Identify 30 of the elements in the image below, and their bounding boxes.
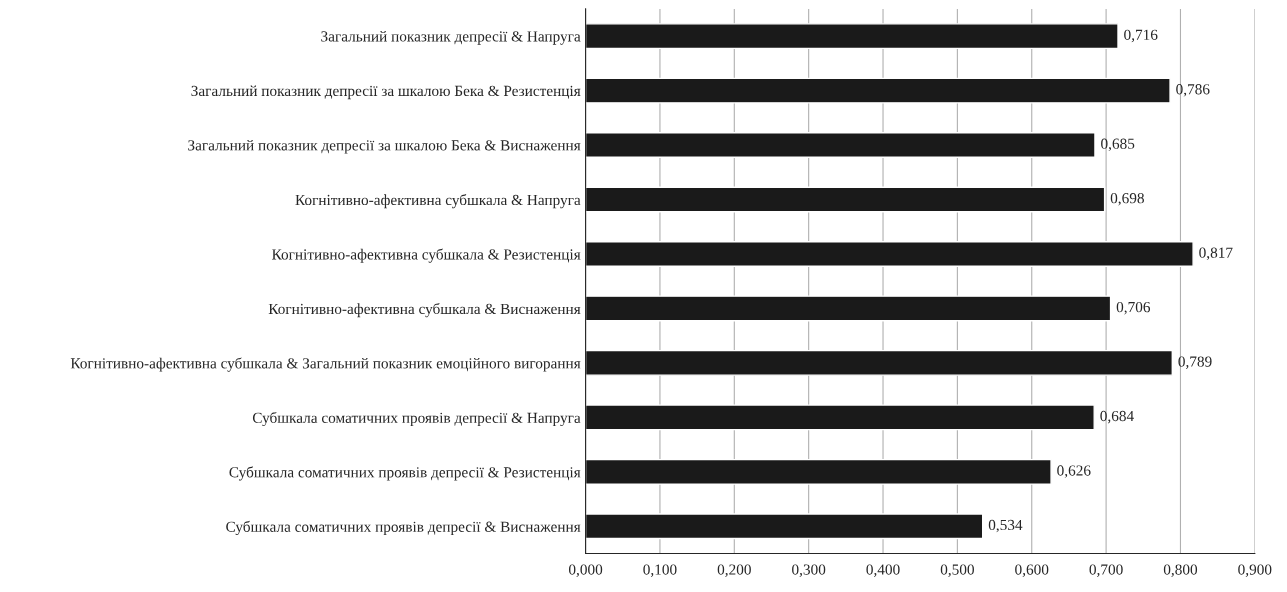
x-tick-label: 0,300 <box>792 564 826 577</box>
y-tick-label: Когнітивно-афективна субшкала & Резистенція <box>272 248 581 263</box>
x-tick-label: 0,900 <box>1238 564 1272 577</box>
data-label: 0,706 <box>1116 301 1151 315</box>
y-tick-label: Загальний показник депресії & Напруга <box>321 30 581 45</box>
x-tick-label: 0,200 <box>717 564 751 577</box>
y-tick-label: Загальний показник депресії за шкалою Бека & Виснаження <box>188 139 581 154</box>
y-tick-label: Когнітивно-афективна субшкала & Виснаження <box>268 302 581 318</box>
y-tick-label: Когнітивно-афективна субшкала & Напруга <box>295 194 581 209</box>
data-label: 0,786 <box>1176 84 1210 97</box>
data-label: 0,817 <box>1199 247 1233 260</box>
data-label: 0,789 <box>1178 356 1212 369</box>
data-label: 0,716 <box>1124 29 1158 43</box>
x-tick-label: 0,400 <box>866 564 900 577</box>
x-tick-label: 0,600 <box>1015 564 1049 577</box>
x-tick-label: 0,500 <box>940 564 974 577</box>
data-label: 0,685 <box>1101 138 1135 152</box>
data-label: 0,534 <box>988 519 1023 533</box>
data-label: 0,626 <box>1057 465 1091 478</box>
y-tick-label: Когнітивно-афективна субшкала & Загальний показник емоційного вигорання <box>70 357 581 372</box>
x-tick-label: 0,700 <box>1089 564 1123 577</box>
data-label: 0,684 <box>1100 410 1134 424</box>
y-tick-label: Загальний показник депресії за шкалою Бека & Резистенція <box>191 85 581 100</box>
x-tick-label: 0,800 <box>1163 564 1198 577</box>
y-tick-label: Субшкала соматичних проявів депресії & Напруга <box>252 411 581 427</box>
x-tick-label: 0,000 <box>568 564 603 577</box>
x-tick-label: 0,100 <box>643 564 677 577</box>
y-tick-label: Субшкала соматичних проявів депресії & Виснаження <box>226 520 581 536</box>
data-label: 0,698 <box>1110 193 1144 206</box>
y-tick-label: Субшкала соматичних проявів депресії & Резистенція <box>229 466 581 481</box>
